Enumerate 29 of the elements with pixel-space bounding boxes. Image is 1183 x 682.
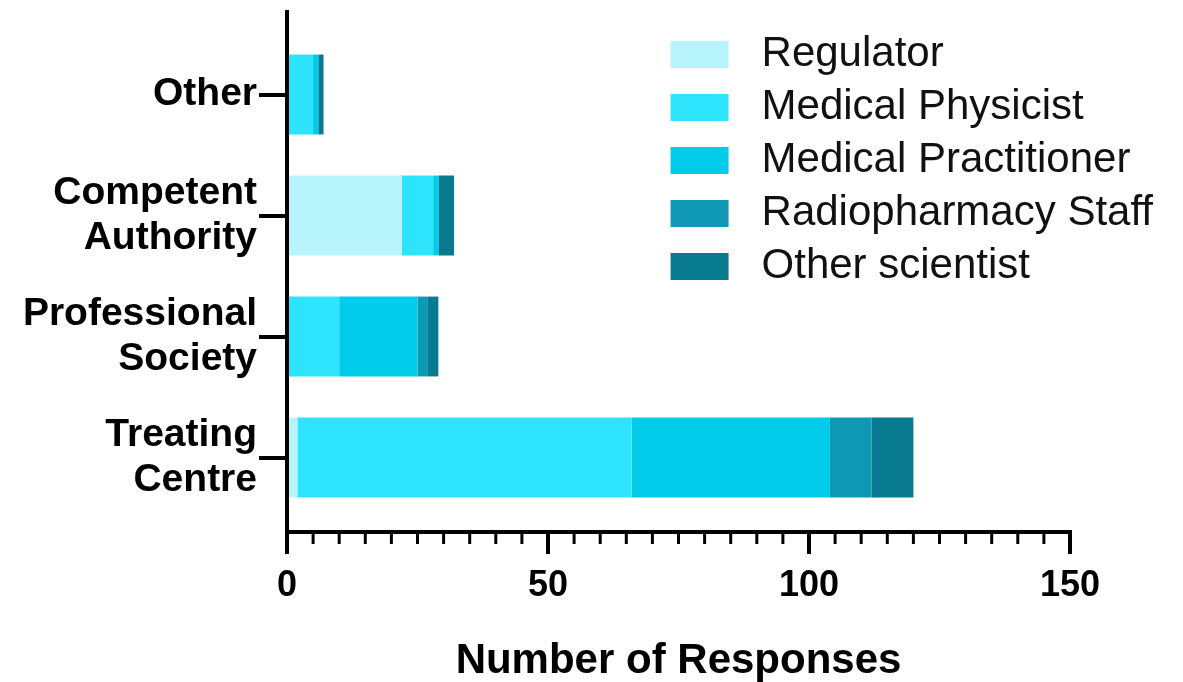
bar — [829, 417, 872, 498]
legend-label: Medical Practitioner — [761, 134, 1131, 182]
x-tick-label: 100 — [778, 562, 840, 604]
x-tick-label: 50 — [527, 562, 569, 604]
x-tick-label: 0 — [276, 562, 298, 604]
bar — [417, 296, 428, 377]
bar — [297, 417, 632, 498]
bar — [631, 417, 830, 498]
x-axis-title: Number of Responses — [455, 634, 902, 682]
bar — [287, 54, 314, 135]
bar — [339, 296, 418, 377]
legend-label: Radiopharmacy Staff — [761, 187, 1154, 235]
bar — [433, 175, 439, 256]
legend-label: Regulator — [761, 28, 944, 76]
bar — [287, 175, 402, 256]
bar — [401, 175, 434, 256]
bar — [318, 54, 324, 135]
x-tick-label: 150 — [1039, 562, 1101, 604]
bar — [871, 417, 914, 498]
bar — [313, 54, 319, 135]
legend-label: Other scientist — [761, 240, 1031, 288]
y-tick-label: Treating Centre — [105, 410, 257, 499]
bar — [427, 296, 439, 377]
bar — [287, 296, 340, 377]
y-tick-label: Other — [152, 70, 257, 114]
legend-label: Medical Physicist — [761, 81, 1084, 129]
y-tick-label: Competent Authority — [53, 168, 258, 257]
y-tick-label: Professional Society — [22, 289, 258, 378]
bar — [438, 175, 455, 256]
